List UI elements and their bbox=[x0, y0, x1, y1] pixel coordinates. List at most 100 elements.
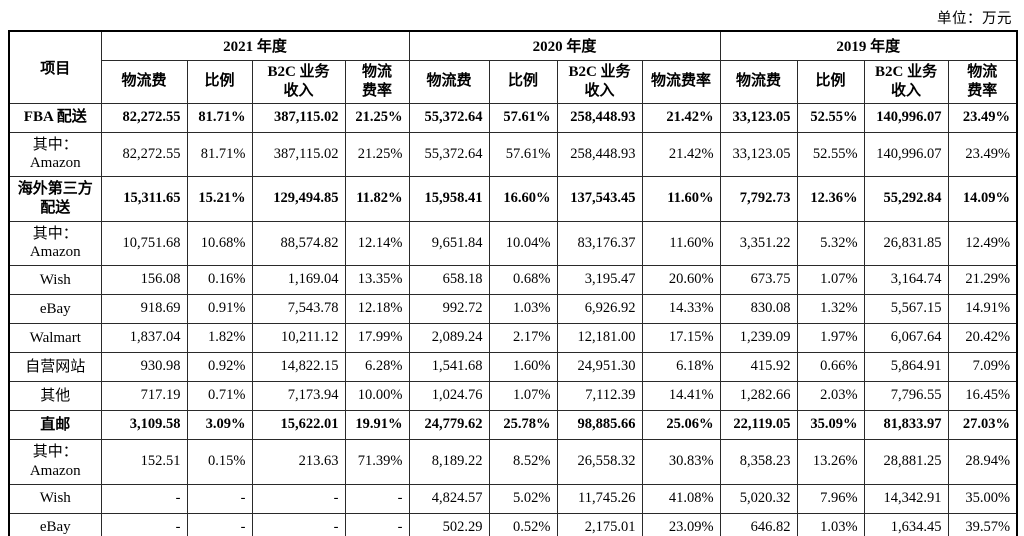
cell: 156.08 bbox=[100, 265, 188, 295]
column-header: 比例 bbox=[186, 59, 253, 104]
cell: 1.97% bbox=[796, 323, 865, 353]
cell: 7,112.39 bbox=[556, 381, 643, 411]
cell: 24,779.62 bbox=[408, 410, 490, 440]
cell: 930.98 bbox=[100, 352, 188, 382]
cell: 3,164.74 bbox=[863, 265, 949, 295]
cell: 3,109.58 bbox=[100, 410, 188, 440]
cell: 152.51 bbox=[100, 439, 188, 485]
cell: 1.82% bbox=[186, 323, 253, 353]
cell: 2,089.24 bbox=[408, 323, 490, 353]
cell: 21.29% bbox=[947, 265, 1018, 295]
unit-label: 单位：万元 bbox=[937, 11, 1012, 27]
cell: 13.35% bbox=[344, 265, 410, 295]
cell: 258,448.93 bbox=[556, 102, 643, 133]
cell: 7,792.73 bbox=[719, 176, 798, 222]
cell: 9,651.84 bbox=[408, 220, 490, 266]
cell: 33,123.05 bbox=[719, 131, 798, 177]
cell: 0.16% bbox=[186, 265, 253, 295]
cell: 658.18 bbox=[408, 265, 490, 295]
cell: 1.60% bbox=[488, 352, 558, 382]
cell: 20.60% bbox=[641, 265, 721, 295]
cell: 21.42% bbox=[641, 131, 721, 177]
cell: 15,958.41 bbox=[408, 176, 490, 222]
cell: - bbox=[344, 483, 410, 514]
cell: 1,837.04 bbox=[100, 323, 188, 353]
cell: 83,176.37 bbox=[556, 220, 643, 266]
cell: 5.02% bbox=[488, 483, 558, 514]
table-row: 自营网站 930.98 0.92% 14,822.15 6.28% 1,541.68 1.6… bbox=[8, 352, 1018, 382]
logistics-fee-table: 项目 2021 年度 2020 年度 2019 年度 物流费 比例 B2C 业务 收… bbox=[8, 30, 1019, 536]
row-label: 其他 bbox=[8, 381, 102, 411]
column-header: B2C 业务 收入 bbox=[251, 59, 346, 104]
row-label: 自营网站 bbox=[8, 352, 102, 382]
cell: 22,119.05 bbox=[719, 410, 798, 440]
cell: 129,494.85 bbox=[251, 176, 346, 222]
cell: - bbox=[186, 483, 253, 514]
cell: 81.71% bbox=[186, 131, 253, 177]
cell: 10,751.68 bbox=[100, 220, 188, 266]
cell: 7.96% bbox=[796, 483, 865, 514]
cell: 1,169.04 bbox=[251, 265, 346, 295]
cell: 15,622.01 bbox=[251, 410, 346, 440]
cell: 35.09% bbox=[796, 410, 865, 440]
cell: 11,745.26 bbox=[556, 483, 643, 514]
cell: 23.49% bbox=[947, 131, 1018, 177]
cell: 12.36% bbox=[796, 176, 865, 222]
cell: 21.42% bbox=[641, 102, 721, 133]
cell: 1.07% bbox=[796, 265, 865, 295]
cell: 15.21% bbox=[186, 176, 253, 222]
row-label: 其中： Amazon bbox=[8, 220, 102, 266]
cell: 1.07% bbox=[488, 381, 558, 411]
cell: 30.83% bbox=[641, 439, 721, 485]
cell: 1,239.09 bbox=[719, 323, 798, 353]
table-row: FBA 配送 82,272.55 81.71% 387,115.02 21.25% 55,… bbox=[8, 102, 1018, 133]
cell: 57.61% bbox=[488, 102, 558, 133]
column-header: 物流费 bbox=[408, 59, 490, 104]
cell: 5,864.91 bbox=[863, 352, 949, 382]
cell: 0.52% bbox=[488, 512, 558, 536]
row-label: 其中： Amazon bbox=[8, 131, 102, 177]
year-header-2020: 2020 年度 bbox=[408, 30, 721, 61]
cell: 0.91% bbox=[186, 294, 253, 324]
table-body: FBA 配送 82,272.55 81.71% 387,115.02 21.25% 55,… bbox=[8, 102, 1018, 536]
year-header-2019: 2019 年度 bbox=[719, 30, 1018, 61]
cell: 10,211.12 bbox=[251, 323, 346, 353]
column-header: 物流 费率 bbox=[947, 59, 1018, 104]
cell: 25.06% bbox=[641, 410, 721, 440]
cell: 6.28% bbox=[344, 352, 410, 382]
cell: 5,567.15 bbox=[863, 294, 949, 324]
cell: 10.68% bbox=[186, 220, 253, 266]
cell: 0.66% bbox=[796, 352, 865, 382]
cell: 57.61% bbox=[488, 131, 558, 177]
table-row: 其中： Amazon 152.51 0.15% 213.63 71.39% 8,189.2… bbox=[8, 439, 1018, 485]
cell: 1,634.45 bbox=[863, 512, 949, 536]
cell: 3,195.47 bbox=[556, 265, 643, 295]
cell: 213.63 bbox=[251, 439, 346, 485]
cell: 6.18% bbox=[641, 352, 721, 382]
cell: 0.68% bbox=[488, 265, 558, 295]
cell: 55,292.84 bbox=[863, 176, 949, 222]
cell: 717.19 bbox=[100, 381, 188, 411]
column-header: 比例 bbox=[488, 59, 558, 104]
cell: 7.09% bbox=[947, 352, 1018, 382]
cell: 12,181.00 bbox=[556, 323, 643, 353]
cell: 992.72 bbox=[408, 294, 490, 324]
cell: 8,189.22 bbox=[408, 439, 490, 485]
cell: 25.78% bbox=[488, 410, 558, 440]
cell: 8.52% bbox=[488, 439, 558, 485]
table-row: 海外第三方 配送 15,311.65 15.21% 129,494.85 11.82% 1… bbox=[8, 176, 1018, 222]
cell: 8,358.23 bbox=[719, 439, 798, 485]
table-row: 其中： Amazon 10,751.68 10.68% 88,574.82 12.14%… bbox=[8, 220, 1018, 266]
cell: 14.09% bbox=[947, 176, 1018, 222]
cell: 55,372.64 bbox=[408, 131, 490, 177]
cell: - bbox=[100, 483, 188, 514]
cell: 28,881.25 bbox=[863, 439, 949, 485]
cell: 6,067.64 bbox=[863, 323, 949, 353]
cell: 21.25% bbox=[344, 102, 410, 133]
cell: 415.92 bbox=[719, 352, 798, 382]
cell: 7,173.94 bbox=[251, 381, 346, 411]
cell: 3,351.22 bbox=[719, 220, 798, 266]
cell: 2.17% bbox=[488, 323, 558, 353]
cell: 0.92% bbox=[186, 352, 253, 382]
